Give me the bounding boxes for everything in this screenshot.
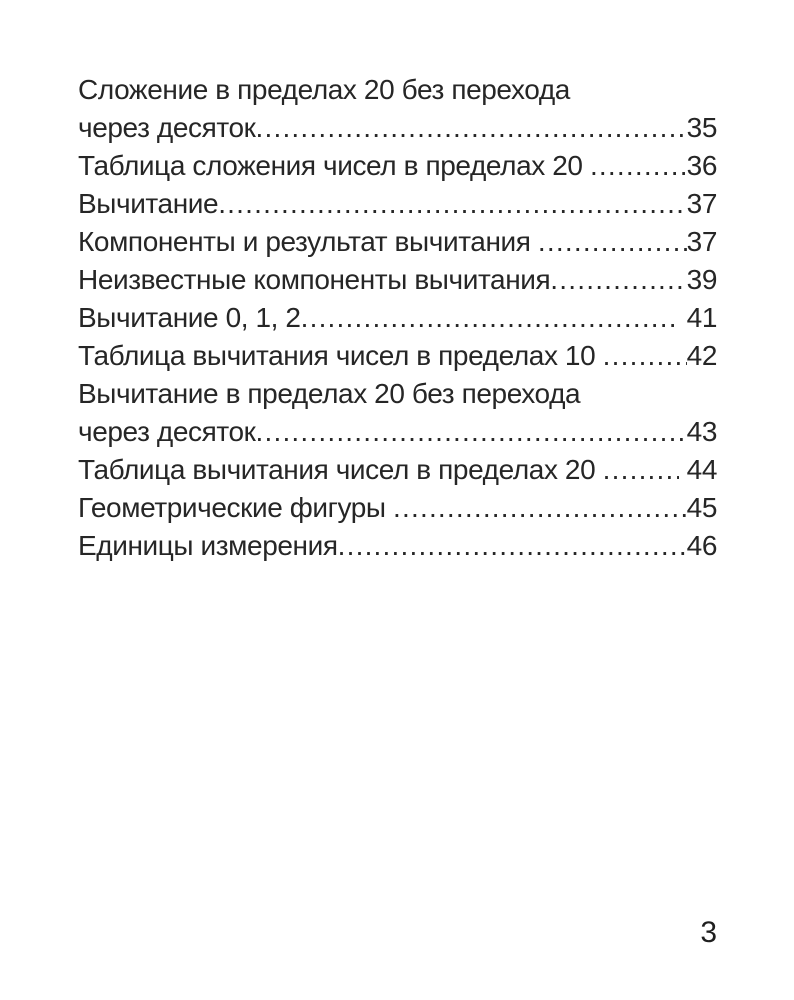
- dot-leader: [301, 299, 680, 337]
- toc-entry-page: 45: [686, 492, 718, 523]
- dot-leader: [218, 185, 686, 223]
- toc-entry-title: Вычитание в пределах 20 без перехода: [78, 378, 581, 409]
- toc-entry: Сложение в пределах 20 без перехода через…: [78, 71, 717, 147]
- toc-line: Неизвестные компоненты вычитания 39: [78, 261, 717, 299]
- toc-entry-page: 37: [686, 188, 718, 219]
- toc-line: через десяток 43: [78, 413, 717, 451]
- toc-list: Сложение в пределах 20 без перехода через…: [78, 71, 717, 565]
- toc-line: Единицы измерения 46: [78, 527, 717, 565]
- toc-entry-title: Единицы измерения: [78, 530, 338, 561]
- toc-entry: Компоненты и результат вычитания 37: [78, 223, 717, 261]
- toc-line: Вычитание в пределах 20 без перехода: [78, 375, 717, 413]
- toc-line: Таблица сложения чисел в пределах 20 36: [78, 147, 717, 185]
- toc-entry-page: 39: [686, 264, 718, 295]
- dot-leader: [256, 413, 687, 451]
- toc-entry: Вычитание в пределах 20 без перехода чере…: [78, 375, 717, 451]
- toc-entry-page: 41: [679, 302, 718, 333]
- toc-line: Таблица вычитания чисел в пределах 20 44: [78, 451, 717, 489]
- toc-entry-page: 46: [686, 530, 718, 561]
- toc-entry: Неизвестные компоненты вычитания 39: [78, 261, 717, 299]
- toc-entry-page: 37: [686, 226, 718, 257]
- toc-entry-title: Таблица сложения чисел в пределах 20: [78, 150, 590, 181]
- toc-entry: Таблица сложения чисел в пределах 20 36: [78, 147, 717, 185]
- dot-leader: [538, 223, 687, 261]
- dot-leader: [590, 147, 687, 185]
- dot-leader: [338, 527, 687, 565]
- toc-entry: Геометрические фигуры 45: [78, 489, 717, 527]
- toc-entry-title: Геометрические фигуры: [78, 492, 394, 523]
- toc-entry-title: Таблица вычитания чисел в пределах 10: [78, 340, 603, 371]
- toc-line: Вычитание 37: [78, 185, 717, 223]
- toc-entry-title: Сложение в пределах 20 без перехода: [78, 74, 570, 105]
- toc-entry-title: через десяток: [78, 416, 256, 447]
- toc-line: Геометрические фигуры 45: [78, 489, 717, 527]
- toc-entry: Единицы измерения 46: [78, 527, 717, 565]
- toc-entry: Таблица вычитания чисел в пределах 20 44: [78, 451, 717, 489]
- toc-entry: Вычитание 0, 1, 2 41: [78, 299, 717, 337]
- toc-entry-page: 43: [686, 416, 718, 447]
- toc-line: Сложение в пределах 20 без перехода: [78, 71, 717, 109]
- toc-entry-title: Неизвестные компоненты вычитания: [78, 264, 551, 295]
- toc-entry-page: 36: [686, 150, 718, 181]
- toc-line: Компоненты и результат вычитания 37: [78, 223, 717, 261]
- toc-entry: Таблица вычитания чисел в пределах 10 42: [78, 337, 717, 375]
- toc-line: Вычитание 0, 1, 2 41: [78, 299, 717, 337]
- toc-entry: Вычитание 37: [78, 185, 717, 223]
- dot-leader: [256, 109, 687, 147]
- toc-line: Таблица вычитания чисел в пределах 10 42: [78, 337, 717, 375]
- toc-line: через десяток 35: [78, 109, 717, 147]
- toc-entry-page: 42: [686, 340, 718, 371]
- toc-entry-title: Компоненты и результат вычитания: [78, 226, 538, 257]
- toc-entry-title: Вычитание 0, 1, 2: [78, 302, 301, 333]
- toc-entry-title: через десяток: [78, 112, 256, 143]
- toc-entry-page: 35: [686, 112, 718, 143]
- toc-entry-page: 44: [679, 454, 718, 485]
- page-number: 3: [700, 916, 717, 949]
- toc-entry-title: Вычитание: [78, 188, 219, 219]
- toc-entry-title: Таблица вычитания чисел в пределах 20: [78, 454, 603, 485]
- dot-leader: [603, 451, 680, 489]
- dot-leader: [393, 489, 687, 527]
- dot-leader: [603, 337, 687, 375]
- dot-leader: [550, 261, 686, 299]
